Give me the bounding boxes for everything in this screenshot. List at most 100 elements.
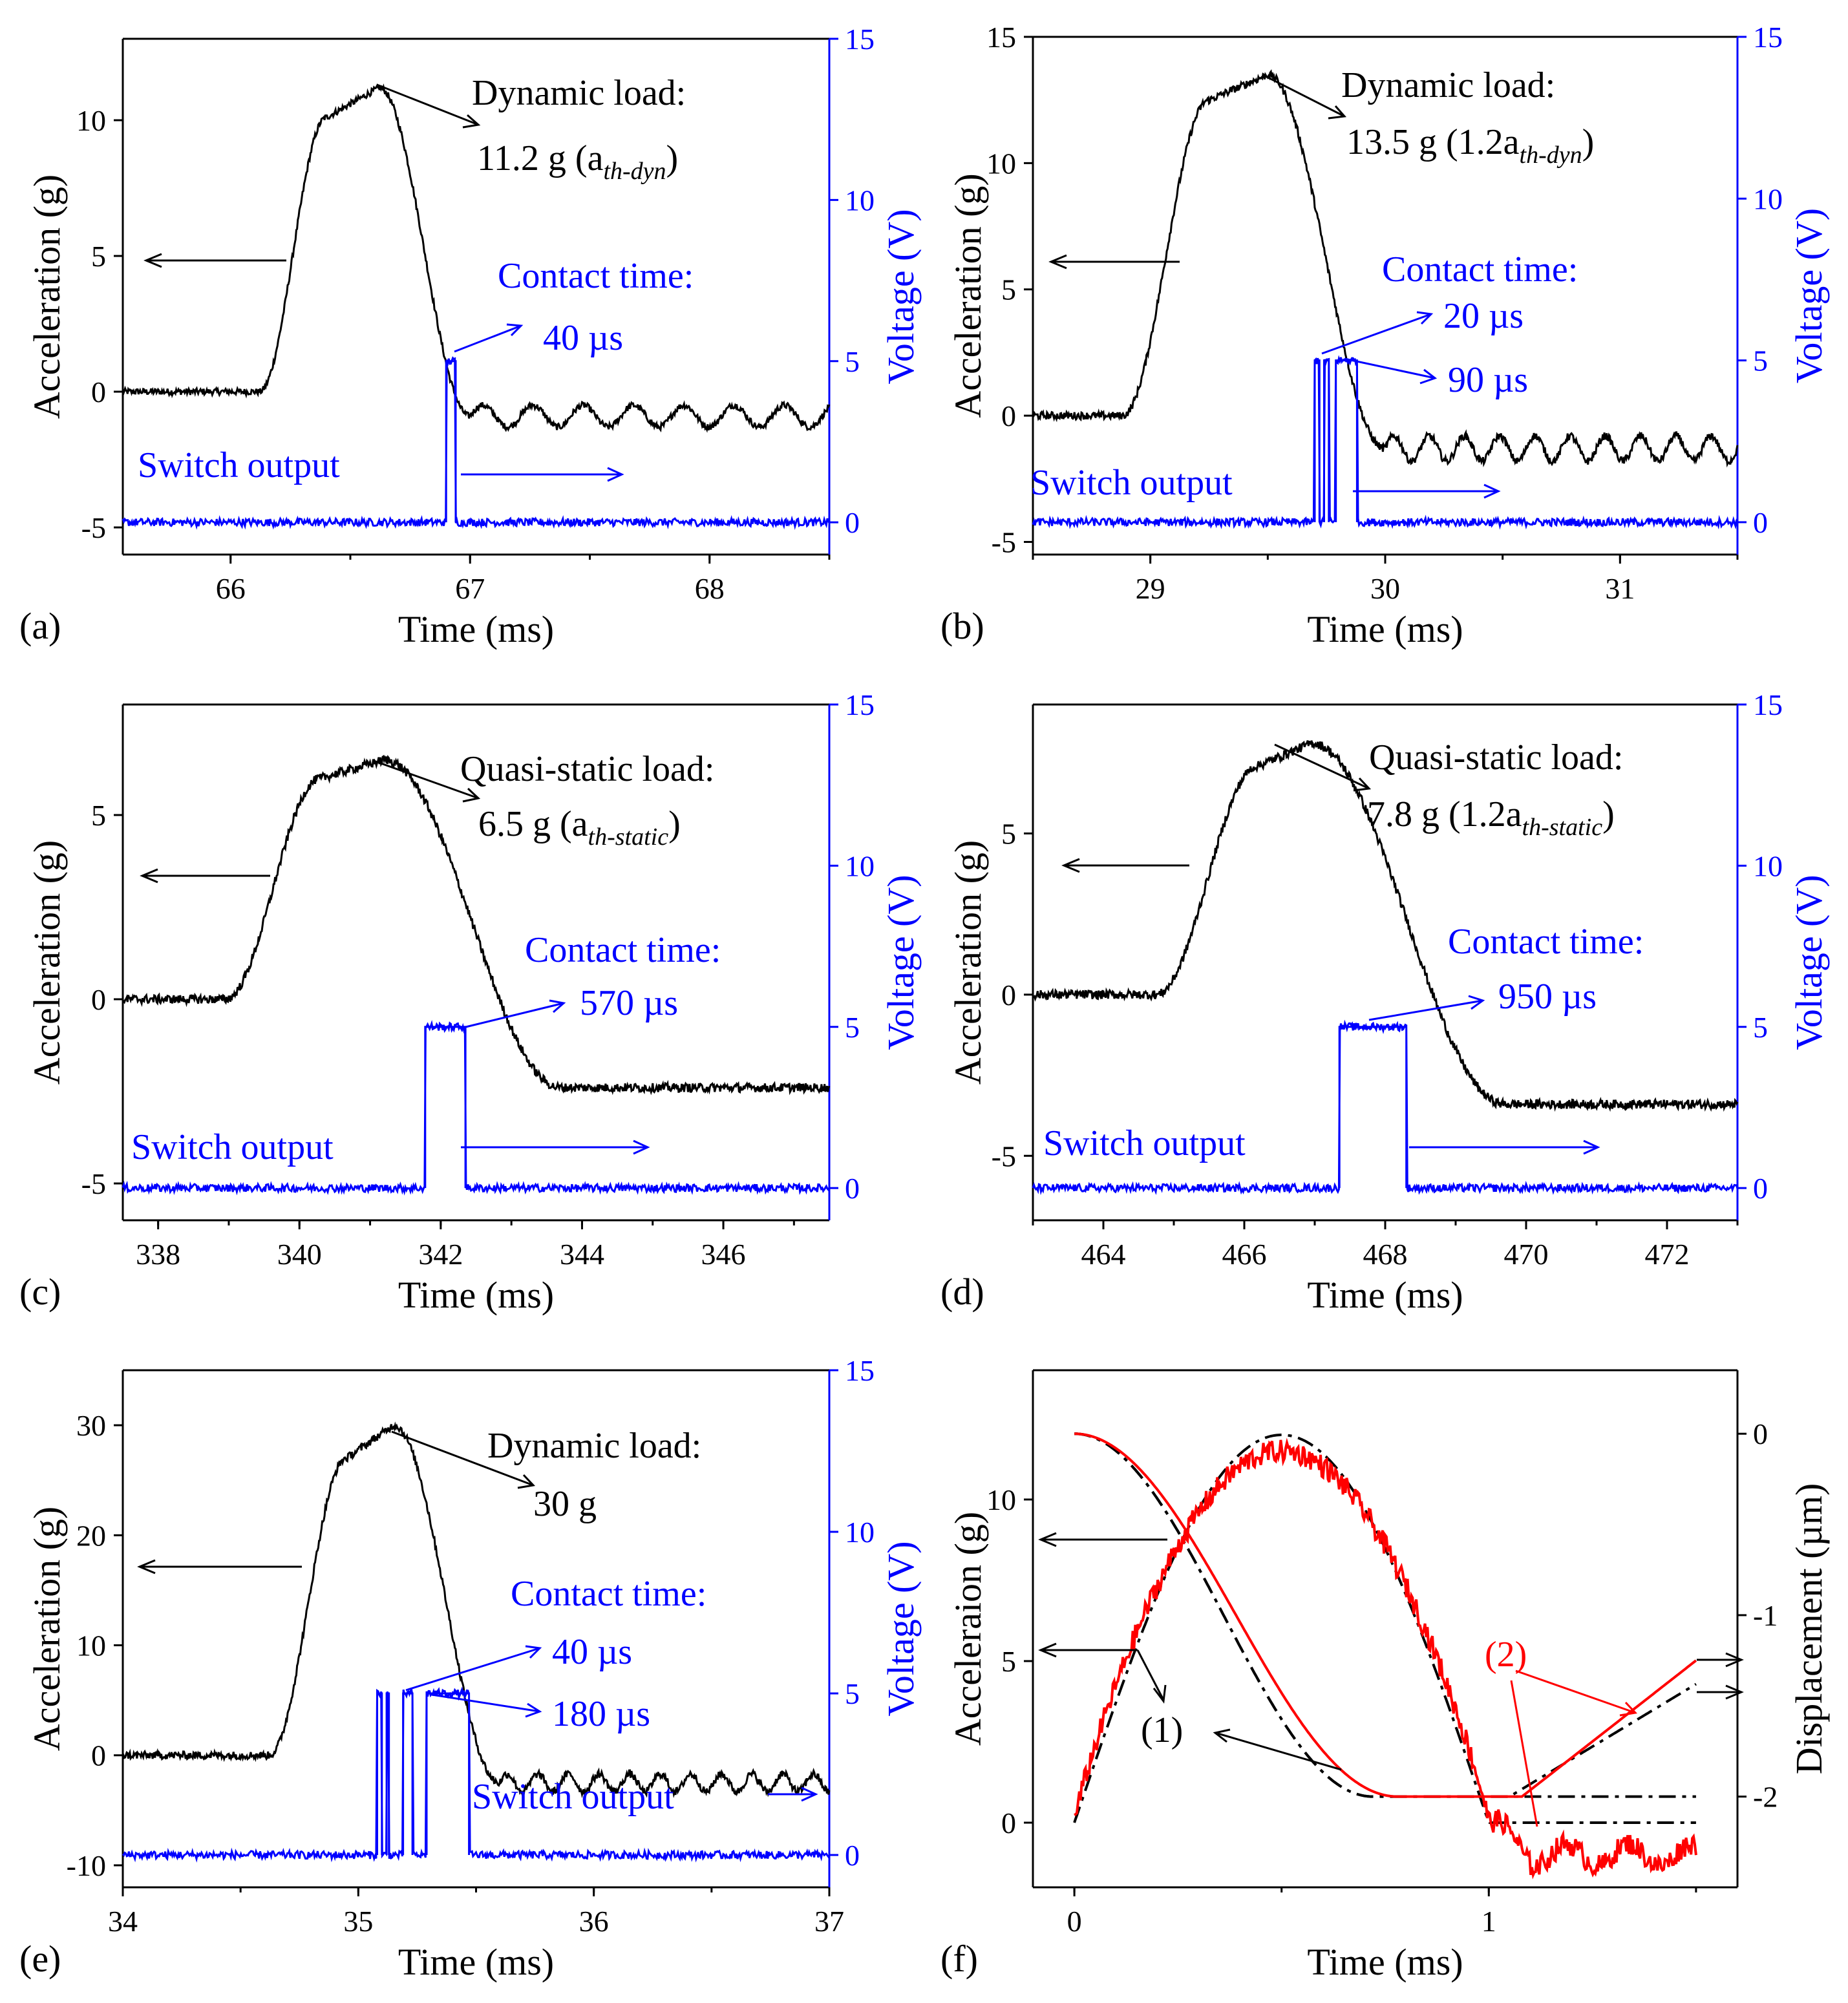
y-axis-title-b: Acceleration (g) [947, 173, 989, 418]
contact-time-d-1: 950 µs [1498, 977, 1597, 1017]
contact-time-c-1: 570 µs [580, 983, 678, 1023]
y2-tick-label-c: 15 [845, 688, 875, 721]
contact-time-e-1: 40 µs [552, 1632, 632, 1672]
y-tick-label-e: 10 [76, 1629, 106, 1662]
axis-arrowhead-left-b [1048, 254, 1067, 270]
y-tick-label-e: 30 [76, 1409, 106, 1442]
y2-tick-label-d: 15 [1753, 688, 1783, 721]
y-tick-label-e: 0 [91, 1739, 106, 1772]
y-axis-title-d: Acceleration (g) [947, 840, 989, 1085]
series2-arrow-2 [1515, 1669, 1636, 1714]
axis-arrowhead-left-e [137, 1559, 156, 1574]
y2-tick-label-b: 10 [1753, 182, 1783, 215]
axis-arrowhead-left-c [140, 868, 158, 884]
acceleration-trace-b [1032, 69, 1739, 468]
panel-label-a: (a) [19, 605, 61, 647]
y-axis-title-f: Acceleraion (g) [947, 1512, 989, 1746]
acceleration-trace-c [122, 754, 831, 1096]
y2-tick-label-a: 10 [845, 184, 875, 217]
y2-axis-title-c: Voltage (V) [880, 874, 922, 1050]
load-label-a: Dynamic load: [472, 73, 686, 113]
contact-label-d: Contact time: [1448, 922, 1644, 962]
x-tick-label-c: 340 [277, 1238, 322, 1271]
y2-tick-label-e: 0 [845, 1839, 860, 1872]
x-tick-label-d: 464 [1081, 1238, 1126, 1271]
panel-b: 29 30 31 -5 0 5 10 15 0 5 10 15 Time (ms) Acceleratio… [940, 21, 1830, 650]
contact-arrow-e-2 [431, 1693, 540, 1713]
contact-arrow-d [1368, 999, 1483, 1021]
y-tick-label-b: 5 [1001, 273, 1016, 306]
panel-label-d: (d) [940, 1271, 984, 1313]
switch-arrowhead-d [1583, 1139, 1600, 1155]
load-label-b: Dynamic load: [1341, 65, 1555, 105]
y-tick-label-c: 5 [91, 799, 106, 832]
y-tick-label-d: 5 [1001, 818, 1016, 851]
switch-arrowhead-a [607, 467, 624, 482]
y2-tick-label-b: 0 [1753, 506, 1768, 539]
y-tick-label-f: 0 [1001, 1807, 1016, 1839]
x-tick-label-d: 466 [1222, 1238, 1267, 1271]
switch-label-b: Switch output [1030, 463, 1233, 503]
load-label-c: Quasi-static load: [460, 749, 714, 789]
x-tick-label-e: 37 [814, 1905, 844, 1938]
x-tick-label-e: 36 [579, 1905, 609, 1938]
y-tick-label-d: -5 [992, 1139, 1016, 1172]
x-tick-label-c: 338 [136, 1238, 180, 1271]
y2-tick-label-f: -2 [1753, 1781, 1778, 1814]
y2-tick-label-e: 15 [845, 1354, 875, 1387]
switch-label-a: Switch output [138, 445, 340, 485]
switch-label-e: Switch output [472, 1777, 674, 1817]
x-tick-label-b: 31 [1605, 572, 1635, 605]
load-label-d: Quasi-static load: [1369, 737, 1623, 778]
panel-d: 464 466 468 470 472 -5 0 5 0 5 10 15 Time (ms) Accele… [940, 688, 1830, 1316]
voltage-trace-c [122, 1020, 831, 1196]
axis-arrowhead-left-f-2 [1038, 1642, 1057, 1658]
x-tick-label-c: 342 [418, 1238, 463, 1271]
panel-label-c: (c) [19, 1271, 61, 1313]
annotations-c: Quasi-static load: 6.5 g (ath-static) Co… [131, 749, 721, 1167]
annotations-e: Dynamic load: 30 g Contact time: 40 µs 1… [137, 1426, 818, 1817]
axes-a: 66 67 68 -5 0 5 10 0 5 10 15 Time (ms) Acceleration … [19, 23, 922, 650]
x-axis-title-c: Time (ms) [398, 1274, 554, 1316]
load-arrow-c [373, 759, 479, 800]
x-tick-label-a: 67 [455, 572, 485, 605]
acceleration-trace-e [122, 1421, 831, 1799]
y-tick-label-b: 15 [986, 21, 1016, 54]
switch-label-d: Switch output [1043, 1123, 1246, 1163]
y-tick-label-b: -5 [992, 525, 1016, 558]
x-tick-label-f: 0 [1067, 1905, 1082, 1938]
contact-arrowhead-e-1 [525, 1645, 542, 1659]
acceleration-trace-a [122, 83, 831, 433]
y-tick-label-a: 10 [76, 104, 106, 137]
y2-axis-title-d: Voltage (V) [1788, 874, 1830, 1050]
y-axis-title-c: Acceleration (g) [26, 840, 68, 1085]
axes-d: 464 466 468 470 472 -5 0 5 0 5 10 15 Time (ms) Accele… [940, 688, 1830, 1316]
contact-label-c: Contact time: [525, 930, 721, 970]
y2-tick-label-b: 5 [1753, 344, 1768, 377]
y-tick-label-a: -5 [81, 511, 106, 544]
x-tick-label-d: 470 [1504, 1238, 1549, 1271]
y-tick-label-e: -10 [67, 1849, 106, 1882]
x-axis-title-e: Time (ms) [398, 1941, 554, 1983]
y-tick-label-b: 10 [986, 147, 1016, 180]
panel-e: 34 35 36 37 -10 0 10 20 30 0 5 10 15 Time (ms) Acceler… [19, 1354, 922, 1983]
x-tick-label-c: 344 [560, 1238, 604, 1271]
switch-arrowhead-e [801, 1786, 818, 1802]
contact-time-b-2: 90 µs [1448, 360, 1528, 400]
y2-tick-label-d: 0 [1753, 1172, 1768, 1205]
axis-arrowhead-right-f-1 [1725, 1652, 1744, 1668]
x-axis-title-f: Time (ms) [1307, 1941, 1463, 1983]
y2-tick-label-c: 5 [845, 1011, 860, 1044]
contact-arrowhead-d [1468, 995, 1485, 1010]
y2-tick-label-b: 15 [1753, 21, 1783, 54]
load-value-e: 30 g [533, 1484, 597, 1524]
contact-arrow-e-1 [405, 1647, 540, 1691]
contact-arrow-b-2 [1344, 357, 1436, 379]
contact-arrow-b-1 [1321, 313, 1432, 355]
y2-tick-label-d: 5 [1753, 1011, 1768, 1044]
x-tick-label-a: 66 [216, 572, 246, 605]
panel-label-b: (b) [940, 605, 984, 647]
load-value-a: 11.2 g (ath-dyn) [477, 138, 678, 185]
